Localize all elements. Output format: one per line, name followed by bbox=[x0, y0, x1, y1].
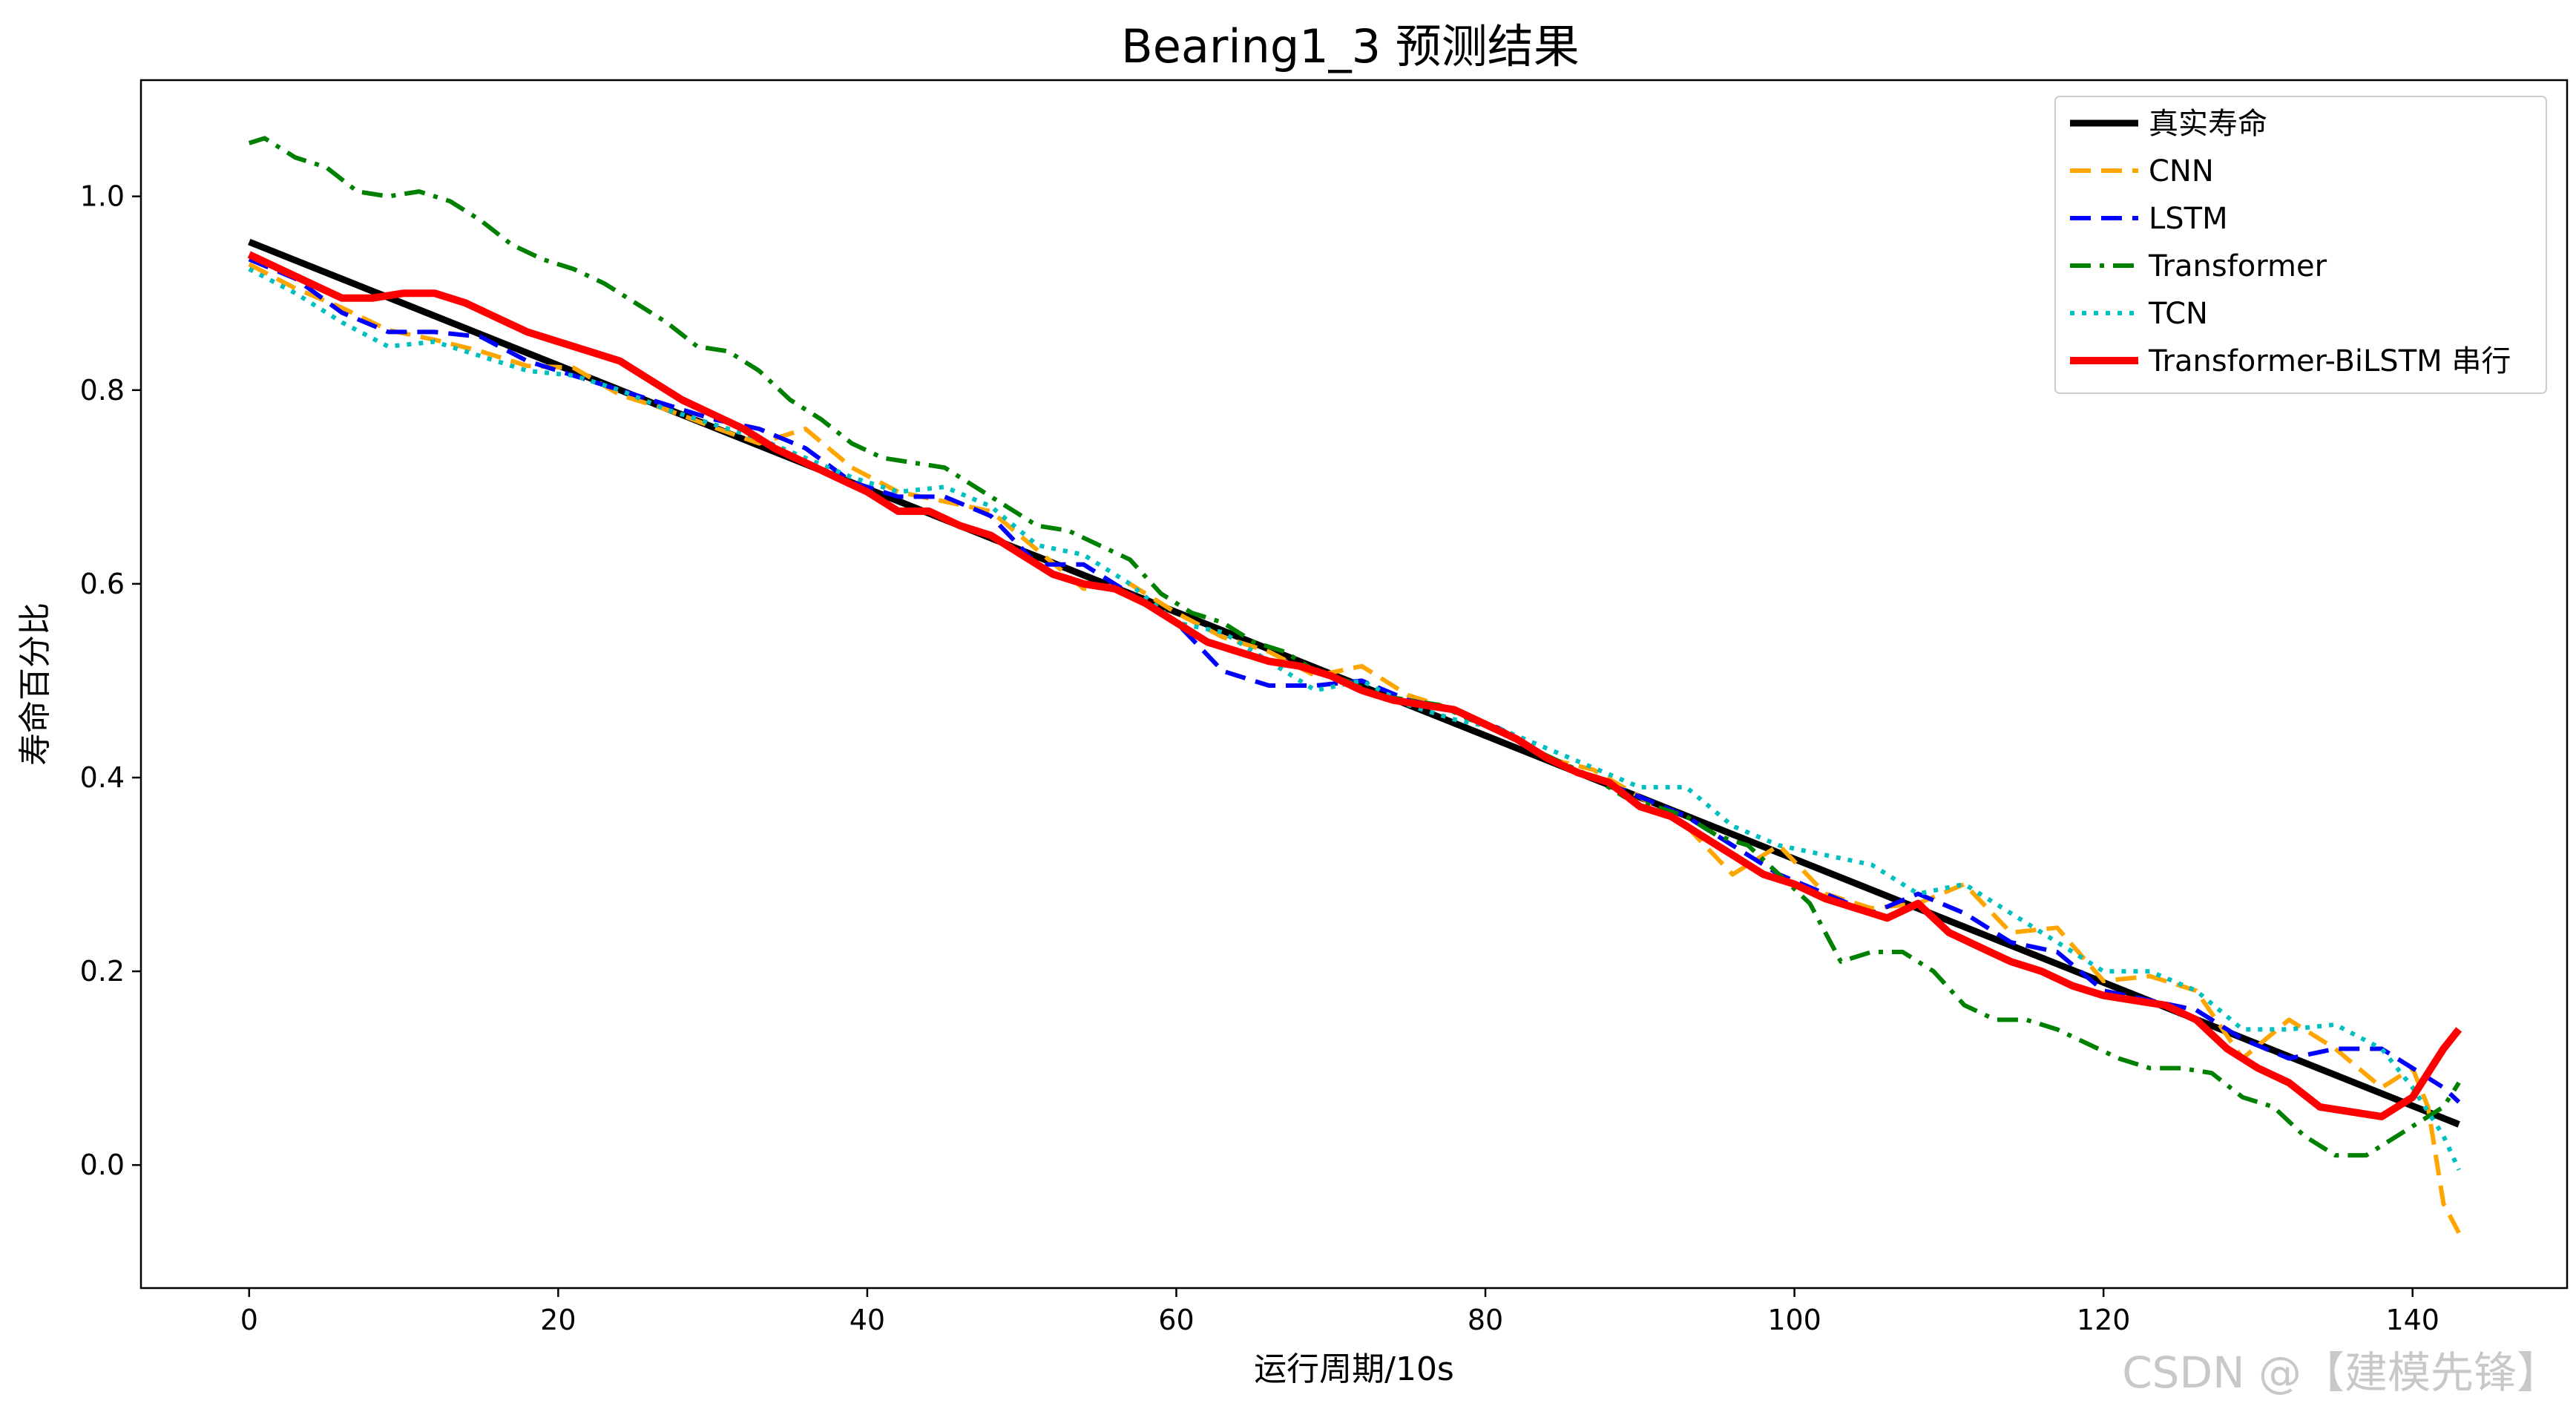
legend-label-3: Transformer bbox=[2148, 249, 2327, 283]
series-line-1 bbox=[248, 262, 2461, 1235]
legend-label-5: Transformer-BiLSTM 串行 bbox=[2148, 344, 2511, 378]
x-tick-label: 20 bbox=[540, 1304, 576, 1336]
x-axis: 0 20 40 60 80 100 120 140 bbox=[240, 1288, 2439, 1336]
legend-label-0: 真实寿命 bbox=[2149, 107, 2267, 141]
y-tick-label: 0.4 bbox=[80, 761, 125, 794]
series-line-5 bbox=[247, 251, 2462, 1120]
legend-box bbox=[2054, 96, 2547, 394]
x-axis-title: 运行周期/10s bbox=[1254, 1350, 1454, 1388]
x-tick-label: 100 bbox=[1767, 1304, 1821, 1336]
axes-frame bbox=[139, 79, 2569, 1290]
y-axis-title: 寿命百分比 bbox=[16, 602, 54, 766]
x-tick-label: 140 bbox=[2385, 1304, 2439, 1336]
series-line-4 bbox=[248, 266, 2461, 1171]
y-tick-label: 1.0 bbox=[80, 180, 125, 213]
y-tick-label: 0.8 bbox=[80, 374, 125, 407]
y-tick-label: 0.2 bbox=[80, 955, 125, 988]
x-tick-label: 120 bbox=[2077, 1304, 2131, 1336]
legend-label-2: LSTM bbox=[2149, 202, 2228, 236]
x-tick-label: 40 bbox=[850, 1304, 885, 1336]
legend-label-4: TCN bbox=[2148, 297, 2208, 331]
legend-label-1: CNN bbox=[2149, 154, 2214, 188]
x-tick-label: 80 bbox=[1468, 1304, 1503, 1336]
series-line-3 bbox=[248, 136, 2461, 1158]
x-tick-label: 60 bbox=[1158, 1304, 1194, 1336]
y-tick-label: 0.0 bbox=[80, 1149, 125, 1181]
y-tick-label: 0.6 bbox=[80, 568, 125, 600]
x-tick-label: 0 bbox=[240, 1304, 258, 1336]
watermark: CSDN @【建模先锋】 bbox=[2122, 1347, 2560, 1398]
plot-area bbox=[247, 136, 2462, 1235]
legend: 真实寿命 CNN LSTM Transformer TCN Transformer-Bi… bbox=[2054, 96, 2547, 394]
y-axis: 0.0 0.2 0.4 0.6 0.8 1.0 bbox=[80, 180, 141, 1181]
chart-title: Bearing1_3 预测结果 bbox=[1121, 19, 1580, 73]
